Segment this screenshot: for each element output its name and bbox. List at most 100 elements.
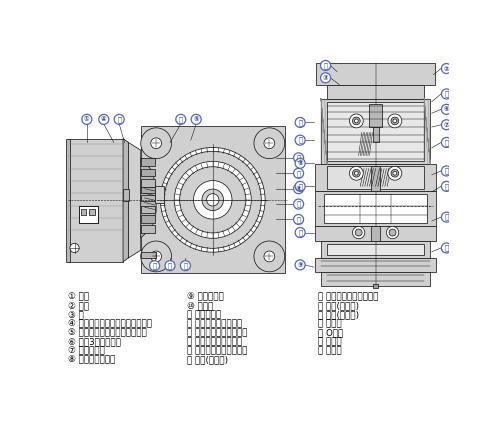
Bar	[327, 101, 424, 161]
Text: ⑭ 轴承（第三轴盖端）: ⑭ 轴承（第三轴盖端）	[187, 337, 242, 346]
Circle shape	[141, 128, 172, 159]
Text: ⑨: ⑨	[298, 262, 303, 268]
Circle shape	[442, 138, 452, 147]
Text: ⑬: ⑬	[444, 91, 448, 97]
Text: ⑰ 轴承（电机轴负载端）: ⑰ 轴承（电机轴负载端）	[318, 292, 378, 301]
Circle shape	[350, 114, 364, 128]
Bar	[371, 166, 380, 191]
Circle shape	[264, 138, 274, 149]
Circle shape	[150, 261, 160, 270]
Text: ⑫: ⑫	[298, 119, 302, 126]
Text: ⑭: ⑭	[296, 170, 300, 177]
Circle shape	[294, 153, 304, 163]
Text: ⑯: ⑯	[296, 201, 300, 207]
Circle shape	[442, 181, 452, 191]
Text: ㉒: ㉒	[168, 262, 172, 269]
Circle shape	[352, 117, 360, 125]
Text: ⑬ 轴承（第二轴箱体端）: ⑬ 轴承（第二轴箱体端）	[187, 328, 248, 337]
Bar	[372, 127, 378, 142]
Circle shape	[386, 226, 398, 239]
Text: ⑤: ⑤	[194, 117, 199, 123]
Bar	[315, 164, 436, 191]
Bar	[154, 186, 164, 203]
Circle shape	[354, 119, 358, 123]
Bar	[370, 104, 382, 127]
Bar	[327, 166, 424, 189]
Text: ⑦: ⑦	[444, 122, 450, 128]
Circle shape	[180, 261, 190, 270]
Text: ① 电机: ① 电机	[68, 292, 89, 301]
Circle shape	[114, 114, 124, 124]
Text: ⑯ 轴承(输出轴): ⑯ 轴承(输出轴)	[187, 356, 228, 365]
Bar	[321, 241, 430, 258]
Circle shape	[206, 194, 219, 206]
Circle shape	[294, 168, 304, 178]
Text: ⑳ 密封盖: ⑳ 密封盖	[318, 319, 342, 328]
Bar	[315, 191, 436, 226]
Text: ⑥ 带第3轴的小齿轮: ⑥ 带第3轴的小齿轮	[68, 337, 122, 346]
Text: ⑧: ⑧	[298, 160, 303, 166]
Text: ⑱: ⑱	[296, 216, 300, 223]
Circle shape	[391, 169, 398, 177]
Circle shape	[320, 73, 330, 83]
Circle shape	[176, 114, 186, 124]
Circle shape	[389, 229, 396, 236]
Circle shape	[151, 138, 162, 149]
Circle shape	[82, 114, 92, 124]
Circle shape	[294, 184, 304, 194]
Text: ⑨ 第三段齿轮: ⑨ 第三段齿轮	[187, 292, 224, 301]
Text: ⑩ 输出轴: ⑩ 输出轴	[187, 301, 214, 310]
Text: ⑰: ⑰	[117, 116, 121, 123]
Bar	[141, 126, 284, 273]
Text: ①: ①	[84, 117, 89, 123]
Circle shape	[264, 251, 274, 262]
Text: ㉒ 过滤器: ㉒ 过滤器	[318, 337, 342, 346]
Bar	[321, 98, 430, 164]
Text: ⑱: ⑱	[444, 183, 448, 190]
Text: ⑥: ⑥	[444, 106, 450, 112]
Bar	[374, 284, 378, 288]
Bar	[321, 272, 430, 286]
Circle shape	[442, 166, 452, 176]
Text: ㉑ O形环: ㉑ O形环	[318, 328, 343, 337]
Bar	[79, 206, 98, 223]
Text: ②: ②	[444, 65, 450, 71]
Text: ⑲: ⑲	[179, 116, 183, 123]
Text: ⑱: ⑱	[298, 229, 302, 236]
Text: ③: ③	[322, 75, 328, 81]
Bar	[66, 138, 70, 262]
Bar	[315, 258, 436, 272]
Circle shape	[254, 128, 284, 159]
Circle shape	[202, 189, 224, 211]
Circle shape	[442, 89, 452, 99]
Text: ⑪ 空心轴输出: ⑪ 空心轴输出	[187, 310, 221, 319]
Bar	[141, 179, 154, 187]
Text: ㉓ 密封件: ㉓ 密封件	[318, 346, 342, 355]
Circle shape	[320, 61, 330, 71]
Bar	[89, 209, 94, 215]
Bar	[316, 63, 435, 85]
Circle shape	[388, 114, 402, 128]
Circle shape	[354, 171, 358, 175]
Circle shape	[295, 117, 305, 127]
Text: ⑧: ⑧	[296, 186, 302, 192]
Circle shape	[295, 135, 305, 145]
Text: ⑮: ⑮	[444, 139, 448, 146]
Bar	[327, 85, 424, 98]
Circle shape	[295, 260, 305, 270]
Circle shape	[294, 215, 304, 224]
Bar	[79, 206, 98, 223]
Circle shape	[388, 166, 402, 180]
Bar	[141, 195, 154, 201]
Circle shape	[165, 261, 175, 270]
Text: ⑧ 第三轴带小齿轮: ⑧ 第三轴带小齿轮	[68, 356, 116, 365]
Text: ⑫ 轴承（第二轴盖端）: ⑫ 轴承（第二轴盖端）	[187, 319, 242, 328]
Circle shape	[194, 181, 232, 219]
Text: ④: ④	[101, 117, 106, 123]
Text: ⑯: ⑯	[444, 245, 448, 251]
Bar	[141, 187, 154, 193]
Bar	[80, 209, 86, 215]
Circle shape	[294, 199, 304, 209]
Text: ② 箱体: ② 箱体	[68, 301, 89, 310]
Circle shape	[391, 117, 398, 125]
